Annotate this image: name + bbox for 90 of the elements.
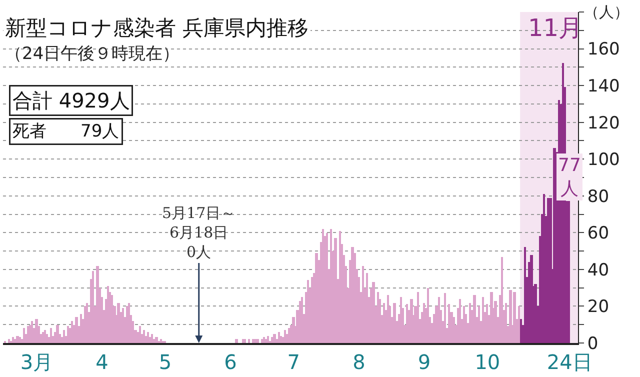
bar <box>128 303 130 343</box>
bar <box>139 326 141 343</box>
bar <box>147 332 149 343</box>
bar <box>265 339 267 343</box>
y-tick-label: 80 <box>587 186 610 207</box>
bar <box>71 321 73 343</box>
bar <box>284 330 286 343</box>
x-tick-label: 3月 <box>20 350 54 374</box>
bar <box>151 334 153 343</box>
bar <box>444 293 446 343</box>
y-tick-label: 60 <box>587 224 610 244</box>
x-tick-label: 5 <box>158 350 172 374</box>
y-tick-label: 120 <box>587 113 620 134</box>
band-label: 11月 <box>528 14 583 42</box>
bar <box>80 314 82 343</box>
bar <box>67 326 69 343</box>
bar <box>339 231 341 343</box>
bar <box>387 295 389 343</box>
bar <box>377 292 379 343</box>
bar <box>126 306 128 343</box>
bar <box>469 303 471 343</box>
bar <box>518 306 520 343</box>
bar <box>366 273 368 343</box>
y-axis-title: （人） <box>584 3 629 21</box>
bar <box>280 336 282 343</box>
bar <box>23 328 25 343</box>
annotation: 合計 4929人 <box>12 88 130 112</box>
bar <box>278 332 280 343</box>
bar <box>117 303 120 343</box>
bar <box>553 148 556 343</box>
bar <box>520 319 522 343</box>
bar <box>288 328 290 343</box>
bar <box>267 336 269 343</box>
bar <box>362 266 364 343</box>
bar <box>143 330 145 343</box>
bar <box>513 292 516 343</box>
annotation: 死者 79人 <box>12 122 120 142</box>
bar <box>63 330 65 343</box>
bar <box>301 297 303 343</box>
y-tick-label: 40 <box>587 260 610 280</box>
bar <box>84 306 86 343</box>
y-tick-label: 160 <box>587 40 620 60</box>
bar <box>505 303 507 343</box>
chart-title: 新型コロナ感染者 兵庫県内推移 <box>5 16 309 40</box>
bar <box>271 337 273 343</box>
bar <box>568 201 570 343</box>
bar <box>482 297 484 343</box>
bar <box>330 229 332 343</box>
bar <box>50 328 52 343</box>
x-tick-label: 9 <box>418 350 431 374</box>
bar <box>524 247 526 343</box>
bar <box>160 339 162 343</box>
x-tick-label: 10 <box>474 350 500 374</box>
bar <box>244 339 246 343</box>
bar <box>42 332 44 343</box>
x-tick-label: 8 <box>352 350 366 374</box>
y-tick-label: 140 <box>587 76 620 97</box>
bar <box>486 304 488 343</box>
bar <box>448 304 450 343</box>
annotation: 5月17日～ 6月18日 0人 <box>162 204 236 261</box>
bar <box>12 337 14 343</box>
bar <box>46 334 48 343</box>
bar <box>478 306 480 343</box>
bar <box>111 295 113 343</box>
text: （24日午後９時現在） <box>5 44 180 64</box>
bar <box>248 339 250 343</box>
bar <box>8 339 10 343</box>
bar <box>427 288 429 343</box>
bar <box>406 304 408 343</box>
bar <box>383 303 385 343</box>
bar <box>459 299 461 343</box>
x-tick-label: 7 <box>287 350 300 374</box>
bar <box>417 292 419 343</box>
x-tick-label: 4 <box>96 350 108 374</box>
bar <box>92 271 94 343</box>
bar <box>400 297 402 343</box>
bar <box>235 339 238 343</box>
bar <box>326 233 328 343</box>
bar <box>438 297 440 343</box>
bar <box>501 257 503 343</box>
bar <box>261 339 263 343</box>
bar <box>242 339 244 343</box>
y-tick-label: 100 <box>587 150 620 170</box>
bar <box>27 326 29 343</box>
y-tick-label: 20 <box>587 297 610 318</box>
bar <box>31 321 33 343</box>
bar <box>473 295 476 343</box>
bar <box>463 306 465 343</box>
annotation: 77 人 <box>558 155 581 200</box>
x-tick-label: 6 <box>224 350 237 374</box>
